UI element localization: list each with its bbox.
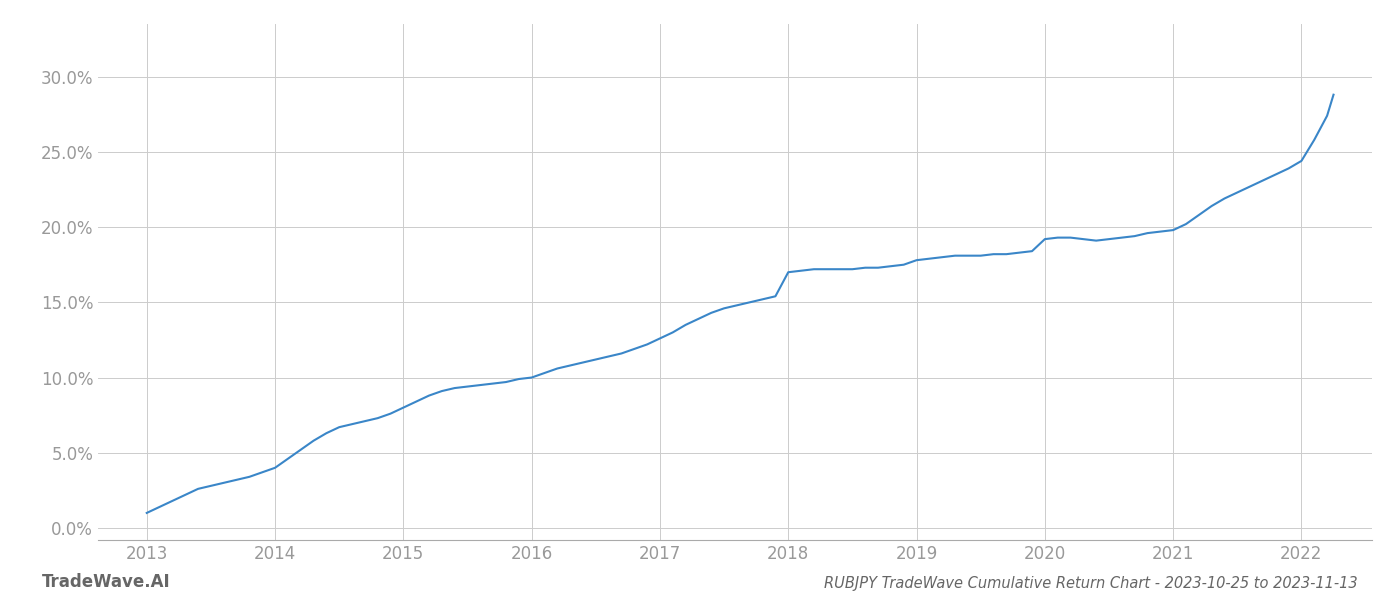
Text: TradeWave.AI: TradeWave.AI bbox=[42, 573, 171, 591]
Text: RUBJPY TradeWave Cumulative Return Chart - 2023-10-25 to 2023-11-13: RUBJPY TradeWave Cumulative Return Chart… bbox=[825, 576, 1358, 591]
